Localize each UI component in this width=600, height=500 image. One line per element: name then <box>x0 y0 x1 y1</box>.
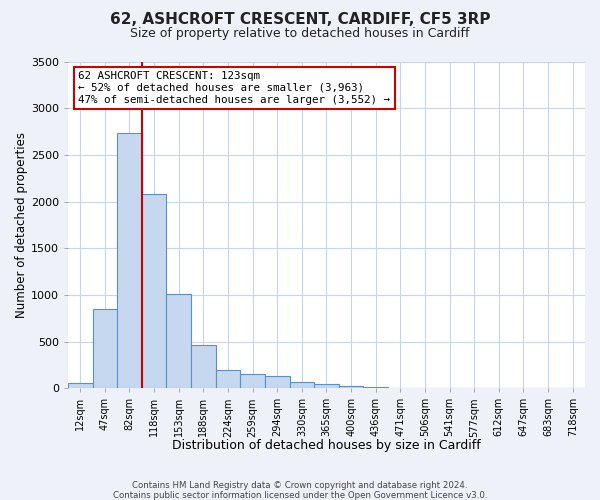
Bar <box>166 294 191 388</box>
Y-axis label: Number of detached properties: Number of detached properties <box>15 132 28 318</box>
Text: 62 ASHCROFT CRESCENT: 123sqm
← 52% of detached houses are smaller (3,963)
47% of: 62 ASHCROFT CRESCENT: 123sqm ← 52% of de… <box>78 72 390 104</box>
Bar <box>240 374 265 388</box>
Bar <box>92 309 117 388</box>
Bar <box>265 376 290 388</box>
Bar <box>215 370 240 388</box>
Bar <box>364 386 388 388</box>
Text: Size of property relative to detached houses in Cardiff: Size of property relative to detached ho… <box>130 28 470 40</box>
X-axis label: Distribution of detached houses by size in Cardiff: Distribution of detached houses by size … <box>172 440 481 452</box>
Bar <box>142 194 166 388</box>
Bar <box>117 134 142 388</box>
Bar <box>191 346 215 388</box>
Text: Contains public sector information licensed under the Open Government Licence v3: Contains public sector information licen… <box>113 491 487 500</box>
Text: Contains HM Land Registry data © Crown copyright and database right 2024.: Contains HM Land Registry data © Crown c… <box>132 481 468 490</box>
Bar <box>290 382 314 388</box>
Bar <box>314 384 339 388</box>
Bar <box>68 383 92 388</box>
Bar <box>339 386 364 388</box>
Text: 62, ASHCROFT CRESCENT, CARDIFF, CF5 3RP: 62, ASHCROFT CRESCENT, CARDIFF, CF5 3RP <box>110 12 490 28</box>
